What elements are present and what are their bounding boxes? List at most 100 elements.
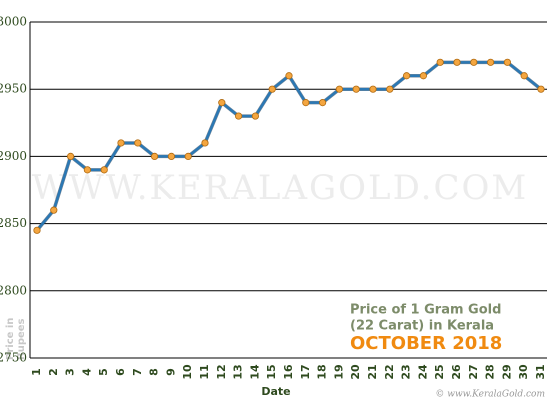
x-tick-label: 21	[366, 364, 379, 379]
x-tick-group: 23	[400, 364, 413, 379]
marker	[268, 85, 276, 93]
marker	[520, 72, 528, 80]
x-tick-label: 26	[450, 364, 463, 380]
x-tick-group: 18	[316, 364, 329, 379]
x-tick-label: 6	[114, 368, 127, 376]
x-tick-label: 30	[517, 364, 530, 380]
x-tick-group: 7	[131, 368, 144, 376]
x-tick-label: 31	[534, 364, 547, 379]
marker	[369, 85, 377, 93]
marker	[201, 139, 209, 147]
y-axis-label: Rupees	[16, 318, 27, 360]
x-tick-label: 14	[248, 364, 261, 380]
x-tick-group: 30	[517, 364, 530, 380]
y-tick-label: 2900	[0, 149, 27, 163]
x-tick-label: 9	[164, 368, 177, 376]
x-tick-group: 19	[332, 364, 345, 379]
x-tick-group: 2	[47, 368, 60, 376]
x-tick-label: 3	[64, 368, 77, 376]
x-tick-label: 19	[332, 364, 345, 379]
marker	[419, 72, 427, 80]
x-tick-group: 5	[97, 368, 110, 376]
annotation-month: OCTOBER 2018	[350, 333, 502, 354]
x-tick-label: 11	[198, 364, 211, 379]
x-tick-group: 17	[299, 364, 312, 379]
x-axis-label: Date	[261, 385, 290, 398]
x-tick-label: 29	[500, 364, 513, 379]
x-tick-group: 11	[198, 364, 211, 379]
y-tick-label: 2950	[0, 82, 27, 96]
marker	[402, 72, 411, 80]
x-tick-label: 12	[215, 364, 228, 379]
x-tick-group: 24	[416, 364, 429, 380]
x-tick-group: 16	[282, 364, 295, 380]
x-tick-group: 15	[265, 364, 278, 379]
x-tick-group: 27	[467, 364, 480, 379]
marker	[151, 152, 159, 160]
x-tick-label: 13	[232, 364, 245, 379]
x-tick-label: 8	[148, 368, 161, 376]
x-tick-group: 3	[64, 368, 77, 376]
x-tick-label: 16	[282, 364, 295, 380]
x-tick-label: 22	[383, 364, 396, 379]
x-tick-group: 20	[349, 364, 362, 380]
x-tick-group: 28	[484, 364, 497, 379]
x-tick-group: 13	[232, 364, 245, 379]
x-tick-group: 1	[30, 368, 43, 376]
x-tick-label: 5	[97, 368, 110, 376]
marker	[285, 72, 293, 80]
marker	[537, 85, 545, 93]
x-tick-label: 18	[316, 364, 329, 379]
x-tick-group: 8	[148, 368, 161, 376]
marker	[302, 99, 310, 107]
marker	[386, 85, 394, 93]
marker	[436, 58, 444, 66]
marker	[134, 139, 142, 147]
x-tick-label: 10	[181, 364, 194, 380]
x-tick-label: 25	[433, 364, 446, 379]
annotation-line: Price of 1 Gram Gold	[350, 303, 501, 318]
annotation-line: (22 Carat) in Kerala	[350, 319, 494, 334]
marker	[235, 112, 243, 120]
x-tick-label: 28	[484, 364, 497, 379]
marker	[486, 58, 495, 66]
x-tick-label: 17	[299, 364, 312, 379]
marker	[100, 166, 108, 174]
y-tick-label: 3000	[0, 15, 27, 29]
marker	[318, 99, 327, 107]
x-tick-label: 7	[131, 368, 144, 376]
marker	[503, 58, 511, 66]
x-tick-group: 25	[433, 364, 446, 379]
footer: © www.KeralaGold.com	[435, 390, 545, 400]
x-tick-group: 6	[114, 368, 127, 376]
x-tick-label: 2	[47, 368, 60, 376]
marker	[470, 58, 478, 66]
x-tick-label: 20	[349, 364, 362, 380]
x-tick-group: 9	[164, 368, 177, 376]
x-tick-group: 4	[80, 368, 93, 376]
marker	[67, 152, 75, 160]
marker	[335, 85, 343, 93]
watermark: WWW.KERALAGOLD.COM	[32, 168, 528, 208]
marker	[251, 112, 259, 120]
marker	[218, 99, 226, 107]
x-tick-label: 27	[467, 364, 480, 379]
x-tick-label: 15	[265, 364, 278, 379]
x-tick-label: 4	[80, 368, 93, 376]
x-tick-group: 29	[500, 364, 513, 379]
x-tick-group: 21	[366, 364, 379, 379]
x-tick-group: 14	[248, 364, 261, 380]
x-tick-group: 26	[450, 364, 463, 380]
marker	[117, 139, 125, 147]
marker	[83, 166, 92, 174]
marker	[184, 152, 192, 160]
y-tick-label: 2800	[0, 283, 27, 297]
x-tick-label: 23	[400, 364, 413, 379]
x-tick-label: 1	[30, 368, 43, 376]
y-tick-label: 2750	[0, 351, 27, 365]
marker	[167, 152, 175, 160]
x-tick-label: 24	[416, 364, 429, 380]
x-tick-group: 10	[181, 364, 194, 380]
marker	[33, 226, 41, 234]
